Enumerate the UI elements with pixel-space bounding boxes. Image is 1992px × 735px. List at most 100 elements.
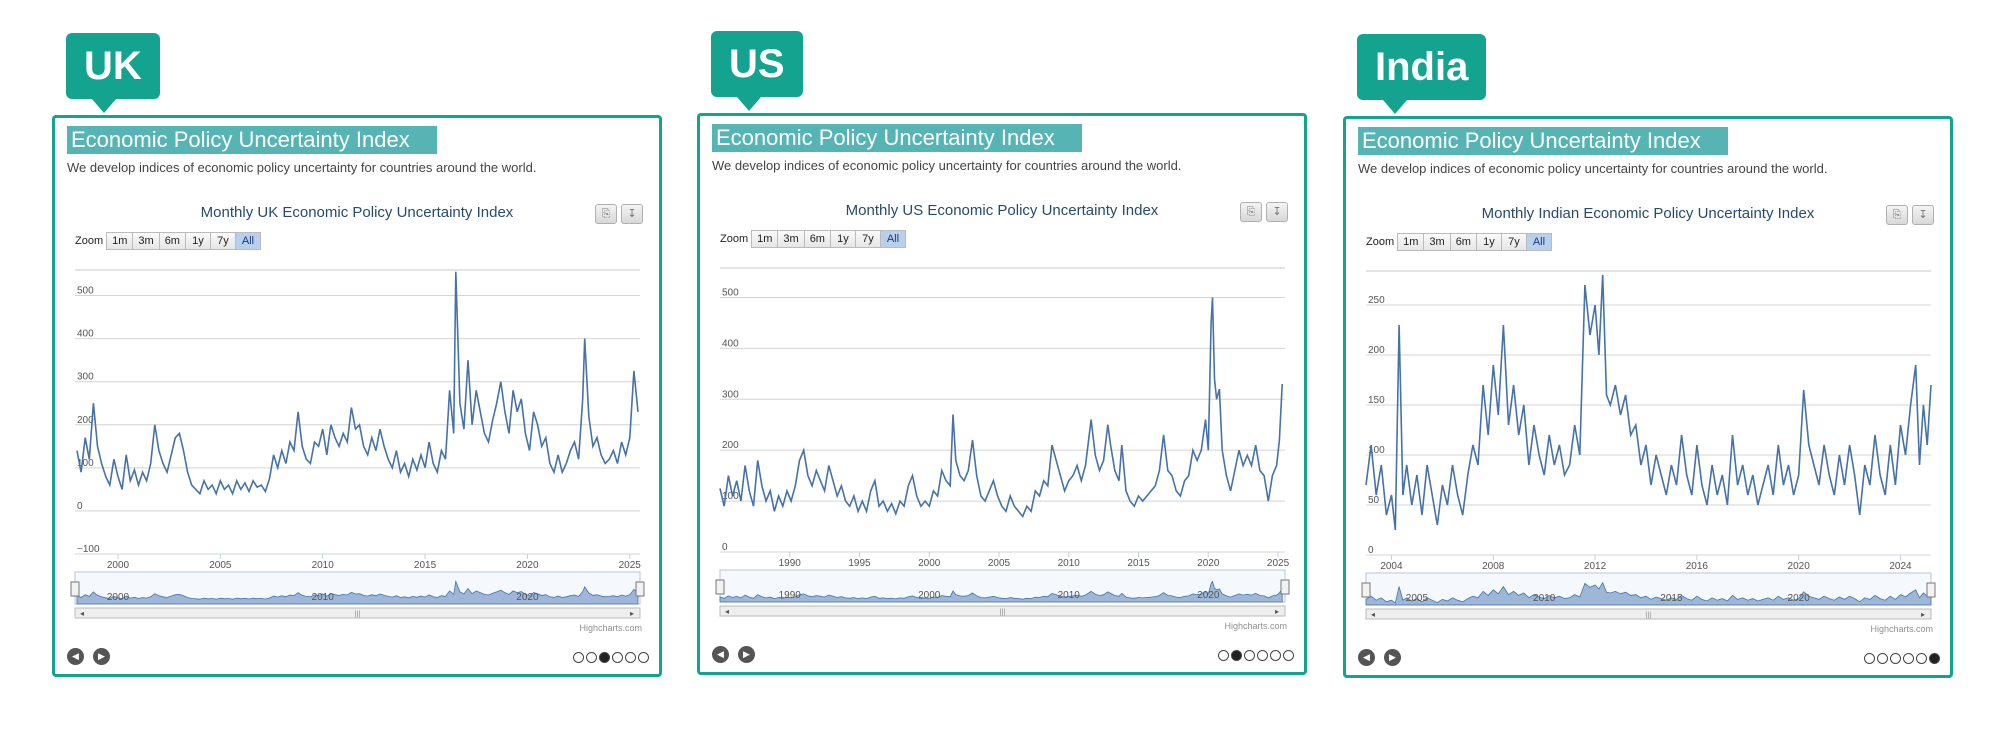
slide-dot[interactable] <box>599 652 610 663</box>
slide-dot[interactable] <box>1270 650 1281 661</box>
series-line <box>76 271 639 496</box>
scroll-right-icon[interactable]: ▸ <box>1921 610 1925 619</box>
navigator-label: 1990 <box>779 590 802 601</box>
slide-dot[interactable] <box>1903 653 1914 664</box>
zoom-button-1y[interactable]: 1y <box>1475 233 1502 251</box>
country-flag: India <box>1357 34 1487 114</box>
scroll-left-icon[interactable]: ◂ <box>80 609 84 618</box>
zoom-button-1m[interactable]: 1m <box>1397 233 1425 251</box>
next-slide-icon[interactable]: ▶ <box>93 648 110 665</box>
zoom-button-All[interactable]: All <box>1525 233 1552 251</box>
scroll-right-icon[interactable]: ▸ <box>630 609 634 618</box>
scroll-grip-icon[interactable]: ||| <box>1000 609 1006 616</box>
slide-dot[interactable] <box>1929 653 1940 664</box>
zoom-button-6m[interactable]: 6m <box>803 230 831 248</box>
zoom-button-7y[interactable]: 7y <box>854 230 881 248</box>
scroll-grip-icon[interactable]: ||| <box>355 611 361 618</box>
download-icon[interactable]: ↧ <box>621 204 643 224</box>
zoom-button-1m[interactable]: 1m <box>751 230 779 248</box>
x-tick-label: 2020 <box>516 560 539 571</box>
slide-dot[interactable] <box>1257 650 1268 661</box>
navigator-handle[interactable] <box>715 579 725 595</box>
zoom-button-1m[interactable]: 1m <box>106 232 134 250</box>
download-icon[interactable]: ↧ <box>1912 205 1934 225</box>
chart-credit[interactable]: Highcharts.com <box>1870 624 1933 634</box>
chart-card: Economic Policy Uncertainty Index We dev… <box>52 115 662 677</box>
zoom-button-1y[interactable]: 1y <box>829 230 856 248</box>
line-chart: 0 50 100 150 200 250 2004 2008 2012 2016 2020 2024 2… <box>1361 270 1936 634</box>
line-chart: −100 0 100 200 300 400 500 2000 2005 2010 2015 2020… <box>70 269 645 633</box>
y-tick-label: 0 <box>1368 545 1374 556</box>
navigator-handle[interactable] <box>70 581 80 597</box>
zoom-button-1y[interactable]: 1y <box>184 232 211 250</box>
slide-dot[interactable] <box>1864 653 1875 664</box>
x-tick-label: 2020 <box>1788 561 1811 572</box>
next-slide-icon[interactable]: ▶ <box>738 646 755 663</box>
card-title: Economic Policy Uncertainty Index <box>712 124 1082 152</box>
chart-credit[interactable]: Highcharts.com <box>1224 621 1287 631</box>
print-icon[interactable]: ⎘ <box>1886 205 1908 225</box>
print-icon[interactable]: ⎘ <box>595 204 617 224</box>
next-slide-icon[interactable]: ▶ <box>1384 649 1401 666</box>
chart-card: Economic Policy Uncertainty Index We dev… <box>1343 116 1953 678</box>
navigator-label: 2020 <box>1197 590 1220 601</box>
scroll-left-icon[interactable]: ◂ <box>725 607 729 616</box>
slide-dot[interactable] <box>612 652 623 663</box>
slide-dot[interactable] <box>1890 653 1901 664</box>
navigator-handle[interactable] <box>1280 579 1290 595</box>
navigator-label: 2015 <box>1660 593 1683 604</box>
slide-dot[interactable] <box>1218 650 1229 661</box>
y-tick-label: 250 <box>1368 295 1385 306</box>
x-tick-label: 2012 <box>1584 561 1607 572</box>
zoom-button-6m[interactable]: 6m <box>1449 233 1477 251</box>
navigator-handle[interactable] <box>635 581 645 597</box>
zoom-button-7y[interactable]: 7y <box>1500 233 1527 251</box>
chart-credit[interactable]: Highcharts.com <box>579 623 642 633</box>
print-icon[interactable]: ⎘ <box>1240 202 1262 222</box>
y-tick-label: 150 <box>1368 395 1385 406</box>
navigator-handle[interactable] <box>1926 582 1936 598</box>
download-icon[interactable]: ↧ <box>1266 202 1288 222</box>
zoom-button-3m[interactable]: 3m <box>1423 233 1451 251</box>
navigator-handle[interactable] <box>1361 582 1371 598</box>
scrollbar[interactable] <box>719 605 1286 617</box>
zoom-label: Zoom <box>1366 236 1395 248</box>
navigator-label: 2010 <box>312 592 335 603</box>
slide-dot[interactable] <box>1231 650 1242 661</box>
y-tick-label: 0 <box>77 501 83 512</box>
scroll-grip-icon[interactable]: ||| <box>1646 612 1652 619</box>
slide-dots <box>573 652 649 663</box>
zoom-button-3m[interactable]: 3m <box>132 232 160 250</box>
scrollbar[interactable] <box>1365 608 1932 620</box>
slide-dot[interactable] <box>638 652 649 663</box>
slide-dot[interactable] <box>573 652 584 663</box>
y-tick-label: 100 <box>77 458 94 469</box>
prev-slide-icon[interactable]: ◀ <box>1358 649 1375 666</box>
slide-dot[interactable] <box>586 652 597 663</box>
zoom-button-3m[interactable]: 3m <box>777 230 805 248</box>
card-title: Economic Policy Uncertainty Index <box>1358 127 1728 155</box>
slide-dot[interactable] <box>625 652 636 663</box>
zoom-selector: Zoom 1m 3m 6m 1y 7y All <box>75 232 261 250</box>
slide-dot[interactable] <box>1916 653 1927 664</box>
zoom-button-All[interactable]: All <box>879 230 906 248</box>
scroll-right-icon[interactable]: ▸ <box>1275 607 1279 616</box>
y-tick-label: 400 <box>722 338 739 349</box>
slide-dot[interactable] <box>1283 650 1294 661</box>
zoom-button-All[interactable]: All <box>234 232 261 250</box>
zoom-selector: Zoom 1m 3m 6m 1y 7y All <box>720 230 906 248</box>
slide-dots <box>1864 653 1940 664</box>
navigator-label: 2020 <box>1788 593 1811 604</box>
scroll-left-icon[interactable]: ◂ <box>1371 610 1375 619</box>
panel-india: India Economic Policy Uncertainty Index … <box>1343 34 1953 684</box>
scrollbar[interactable] <box>74 607 641 619</box>
prev-slide-icon[interactable]: ◀ <box>67 648 84 665</box>
slide-dot[interactable] <box>1877 653 1888 664</box>
prev-slide-icon[interactable]: ◀ <box>712 646 729 663</box>
zoom-button-7y[interactable]: 7y <box>209 232 236 250</box>
slide-dot[interactable] <box>1244 650 1255 661</box>
x-tick-label: 2025 <box>1267 558 1290 569</box>
zoom-button-6m[interactable]: 6m <box>158 232 186 250</box>
navigator-label: 2010 <box>1058 590 1081 601</box>
country-flag: UK <box>66 33 160 113</box>
